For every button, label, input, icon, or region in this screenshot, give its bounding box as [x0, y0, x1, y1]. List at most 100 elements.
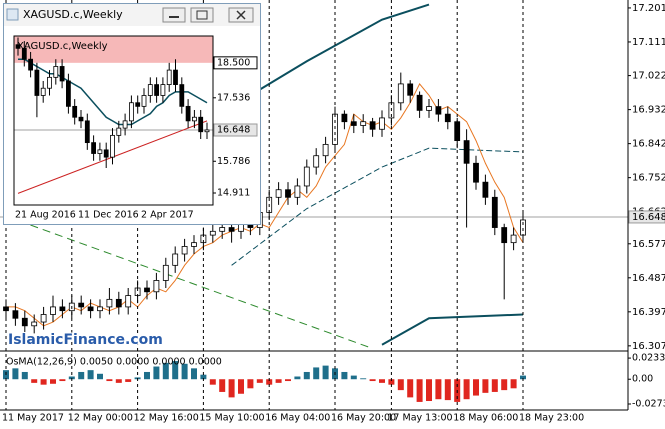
x-tick-label: 12 May 00:00: [68, 413, 133, 424]
candle-body: [173, 69, 178, 85]
resistance-label-box: [213, 56, 258, 70]
candle-body: [115, 298, 122, 308]
candle-body: [219, 227, 226, 232]
candle-body: [91, 142, 96, 154]
histogram-bar: [388, 379, 395, 385]
candle-body: [360, 121, 367, 126]
candle-body: [228, 227, 235, 232]
histogram-bar: [303, 371, 310, 380]
histogram-bar: [209, 379, 216, 385]
current-price-label: 16.648: [632, 212, 665, 223]
inset-plot: XAGUSD.c,Weekly: [14, 36, 213, 194]
histogram-bar: [106, 379, 113, 382]
candle-body: [135, 102, 141, 107]
histogram-bar: [416, 379, 423, 402]
candle-body: [116, 127, 122, 136]
histogram-bar: [256, 379, 263, 383]
histogram-bar: [21, 371, 28, 380]
histogram-bar: [97, 373, 103, 380]
candle-body: [303, 166, 310, 187]
candle-body: [106, 298, 113, 308]
histogram-bar: [407, 379, 414, 398]
x-tick-label: 18 May 23:00: [519, 413, 584, 424]
candle-body: [84, 120, 90, 144]
histogram-bar: [191, 368, 197, 380]
candle-body: [97, 149, 103, 154]
histogram-bar: [31, 379, 38, 383]
histogram-bar: [87, 370, 94, 380]
y-tick-label: 16.487: [632, 273, 665, 284]
candle-body: [15, 44, 21, 49]
maximize-button[interactable]: [190, 7, 214, 23]
candle-body: [72, 105, 78, 118]
histogram-bar: [444, 379, 451, 401]
window-icon: [6, 8, 19, 21]
histogram-bar: [435, 379, 442, 400]
candle-body: [12, 310, 19, 319]
histogram-bar: [266, 379, 273, 385]
histogram-bar: [50, 379, 56, 384]
histogram-bar: [482, 379, 489, 393]
histogram-bar: [510, 379, 517, 389]
candle-body: [153, 280, 160, 293]
candle-body: [341, 113, 348, 123]
candle-body: [144, 287, 150, 293]
x-tick-label: 12 May 16:00: [134, 413, 199, 424]
x-tick-label: 2 Apr 2017: [141, 210, 194, 221]
candle-body: [397, 83, 404, 104]
histogram-bar: [228, 379, 235, 398]
candle-body: [110, 134, 115, 158]
candle-body: [179, 84, 185, 107]
histogram-bar: [322, 365, 329, 380]
candle-body: [191, 116, 197, 122]
minimize-button[interactable]: [162, 7, 186, 23]
candle-body: [379, 117, 385, 130]
candle-body: [473, 162, 479, 183]
histogram-bar: [473, 379, 479, 396]
candle-body: [416, 94, 423, 111]
candle-body: [172, 253, 179, 266]
window-title: XAGUSD.c,Weekly: [23, 8, 123, 21]
histogram-bar: [275, 379, 282, 383]
histogram-bar: [153, 366, 160, 380]
y-tick-label: 16.577: [632, 239, 665, 250]
candle-body: [322, 143, 329, 157]
y-tick-label: 15.786: [217, 156, 250, 167]
y-tick-label: 14.911: [217, 187, 250, 198]
candle-body: [491, 196, 498, 228]
histogram-bar: [379, 379, 385, 383]
chart-label: XAGUSD.c,Weekly: [17, 41, 108, 52]
y-tick-label: 17.536: [217, 92, 250, 103]
candle-body: [369, 121, 376, 130]
candle-body: [34, 69, 40, 96]
candle-body: [125, 295, 132, 308]
histogram-bar: [172, 361, 179, 380]
y-tick-label: 0.00: [632, 374, 653, 385]
histogram-bar: [463, 379, 470, 400]
candle-body: [28, 58, 34, 71]
x-tick-label: 11 Dec 2016: [78, 210, 139, 221]
y-tick-label: 16.932: [632, 105, 665, 116]
candle-body: [463, 140, 470, 164]
candle-body: [285, 189, 291, 198]
x-tick-label: 11 May 2017: [2, 413, 64, 424]
candle-body: [162, 264, 169, 281]
y-tick-label: 17.111: [632, 37, 665, 48]
histogram-bar: [369, 379, 376, 382]
candle-body: [160, 84, 166, 96]
candle-body: [510, 234, 517, 244]
histogram-bar: [181, 363, 188, 380]
lower-band: [381, 313, 524, 346]
candle-body: [40, 87, 46, 96]
histogram-bar: [520, 375, 526, 380]
watermark: IslamicFinance.com: [8, 332, 163, 348]
candle-body: [181, 246, 188, 255]
inset-plot-border: [13, 35, 214, 206]
inset-window: XAGUSD.c,Weekly XAGUSD.c,Weekly 21 Aug 2…: [3, 3, 261, 225]
candle-body: [40, 314, 47, 323]
candle-body: [204, 129, 210, 133]
histogram-bar: [285, 379, 291, 382]
y-tick-label: 16.307: [632, 341, 665, 352]
current-price-label: 16.648: [217, 125, 250, 136]
histogram-bar: [59, 379, 66, 382]
